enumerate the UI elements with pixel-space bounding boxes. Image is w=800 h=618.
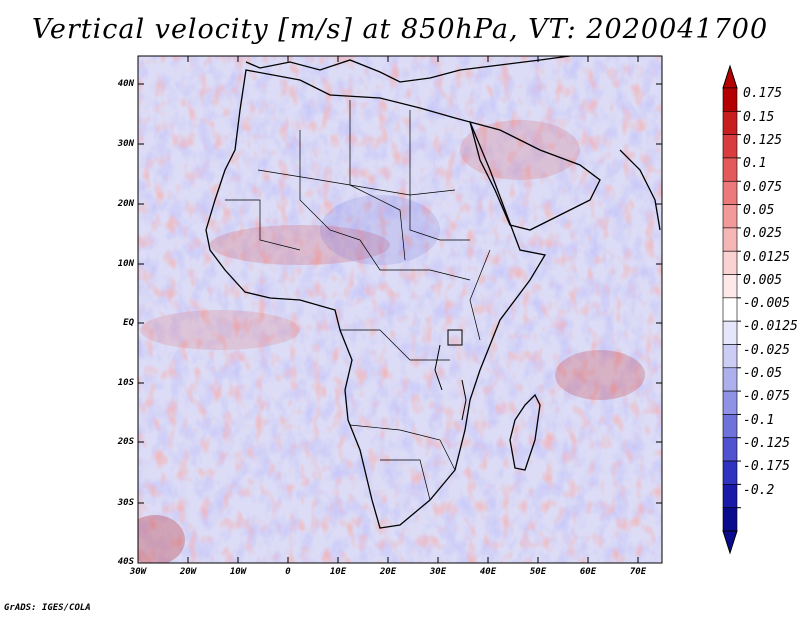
colorbar-segment (722, 460, 738, 485)
colorbar-label: 0.1 (743, 156, 767, 172)
colorbar-segment (722, 87, 738, 112)
lake-tanganyika (434, 344, 443, 391)
colorbar-segment (722, 134, 738, 159)
lon-label-70e: 70E (629, 567, 647, 577)
colorbar-label: 0.0125 (743, 249, 790, 265)
colorbar-segment (722, 204, 738, 229)
lat-label-10n: 10N (117, 259, 134, 269)
colorbar-label: -0.2 (743, 482, 775, 498)
lat-label-30s: 30S (117, 498, 134, 508)
lon-label-20w: 20W (179, 567, 197, 577)
colorbar-label: -0.075 (743, 389, 790, 405)
colorbar-label: -0.005 (743, 296, 790, 312)
colorbar-segment (722, 180, 738, 205)
colorbar-label: 0.05 (743, 202, 775, 218)
colorbar-segment (722, 320, 738, 345)
plot-frame (137, 55, 663, 564)
grads-credit: GrADS: IGES/COLA (4, 603, 91, 613)
colorbar-label: 0.025 (743, 226, 783, 242)
lat-label-eq: EQ (123, 318, 134, 328)
lon-label-10w: 10W (229, 567, 247, 577)
lon-label-10e: 10E (329, 567, 347, 577)
coastlines (205, 56, 661, 529)
colorbar-segment (722, 274, 738, 299)
updraft-region-indian-ocean (555, 350, 645, 400)
updraft-region-atlantic-itcz (140, 310, 300, 350)
colorbar-segment (722, 344, 738, 369)
colorbar-segment (722, 437, 738, 462)
lat-ticks (138, 83, 662, 504)
map-title: Vertical velocity [m/s] at 850hPa, VT: 2… (31, 14, 769, 45)
lat-label-40n: 40N (117, 79, 134, 89)
colorbar-bottom-arrow (722, 530, 738, 555)
colorbar-label: -0.175 (743, 459, 790, 475)
colorbar-segment (722, 157, 738, 182)
lon-label-0: 0 (285, 567, 291, 577)
colorbar-segment (722, 227, 738, 252)
colorbar-label: -0.025 (743, 342, 790, 358)
lat-label-20s: 20S (117, 437, 134, 447)
colorbar (722, 64, 741, 555)
updraft-region-southwest (138, 515, 185, 563)
colorbar-segment (722, 507, 738, 532)
colorbar-label: -0.0125 (743, 319, 798, 335)
lon-ticks (187, 56, 639, 563)
colorbar-top-arrow (722, 64, 738, 89)
colorbar-label: 0.125 (743, 132, 783, 148)
colorbar-segment (722, 297, 738, 322)
lat-label-30n: 30N (117, 139, 134, 149)
lake-malawi (461, 379, 467, 421)
india-coastline (619, 149, 661, 231)
colorbar-label: -0.125 (743, 436, 790, 452)
lat-label-10s: 10S (117, 378, 134, 388)
lat-label-20n: 20N (117, 199, 134, 209)
lon-label-60e: 60E (579, 567, 597, 577)
arabia-coastline (469, 121, 601, 231)
downdraft-region-sahara (320, 195, 440, 265)
lake-victoria (447, 329, 463, 346)
country-borders (225, 100, 491, 501)
colorbar-label: -0.1 (743, 412, 775, 428)
colorbar-segment (722, 414, 738, 439)
lon-label-50e: 50E (529, 567, 547, 577)
velocity-field (138, 56, 662, 563)
colorbar-label: 0.15 (743, 109, 775, 125)
lat-label-40s: 40S (117, 557, 134, 567)
europe-coastline (245, 56, 571, 83)
colorbar-label: -0.05 (743, 366, 783, 382)
lon-label-20e: 20E (379, 567, 397, 577)
lon-label-30e: 30E (429, 567, 447, 577)
lakes (434, 329, 467, 421)
colorbar-label: 0.175 (743, 86, 783, 102)
colorbar-segment (722, 390, 738, 415)
lon-label-30w: 30W (129, 567, 147, 577)
colorbar-segment (722, 484, 738, 508)
colorbar-segment (722, 111, 738, 135)
colorbar-label: 0.005 (743, 272, 783, 288)
colorbar-segment (722, 367, 738, 392)
updraft-region-mideast (460, 120, 580, 180)
madagascar-coastline (509, 393, 541, 471)
colorbar-segment (722, 250, 738, 275)
lon-label-40e: 40E (479, 567, 497, 577)
colorbar-label: 0.075 (743, 179, 783, 195)
africa-coastline (205, 69, 547, 529)
